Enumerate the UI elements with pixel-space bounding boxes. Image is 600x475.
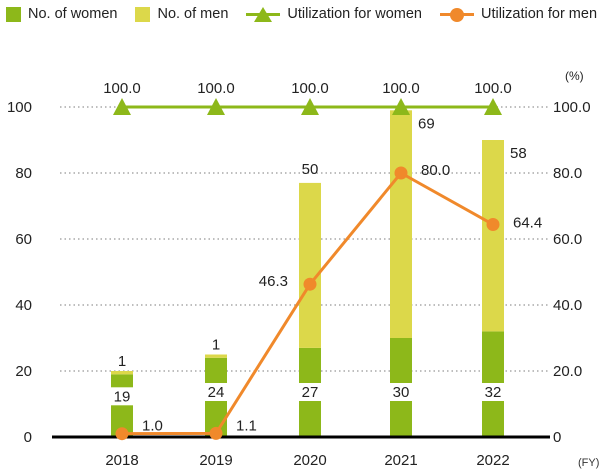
circle-marker [486, 217, 500, 231]
axis-labels: 0 20 40 60 80 100 0 20.0 40.0 60.0 80.0 100.0 (%) 201… [7, 69, 599, 469]
label-box [205, 383, 227, 401]
bar-men [111, 371, 133, 375]
triangle-marker [207, 98, 225, 115]
legend-item-women: No. of women [6, 6, 117, 22]
x-tick-label: 2022 [476, 452, 509, 469]
y-left-tick-label: 100 [7, 99, 32, 116]
y-left-tick-label: 80 [15, 165, 32, 182]
util-men-label: 1.0 [142, 418, 163, 435]
men-value-label: 1 [118, 353, 126, 370]
util-men-label: 46.3 [259, 273, 288, 290]
bar-men [205, 354, 227, 358]
legend-label-util-men: Utilization for men [480, 6, 598, 22]
circle-marker-icon [439, 7, 474, 22]
y-right-tick-label: 20.0 [553, 363, 582, 380]
util-women-label: 100.0 [291, 80, 329, 97]
triangle-marker-icon [246, 6, 281, 22]
data-labels: 19 1 24 1 27 50 30 69 32 58 100.0 100.0 100.0 100.0 10… [103, 80, 542, 435]
label-box [299, 383, 321, 401]
men-value-label: 50 [302, 161, 319, 178]
line-series [113, 98, 502, 441]
y-right-tick-label: 100.0 [553, 99, 591, 116]
label-box [482, 383, 504, 401]
x-unit-label: (FY) [578, 457, 599, 469]
util-men-label: 80.0 [421, 162, 450, 179]
legend-item-men: No. of men [135, 6, 228, 22]
legend-label-women: No. of women [28, 6, 118, 22]
label-box [390, 383, 412, 401]
util-women-label: 100.0 [474, 80, 512, 97]
label-box [111, 387, 133, 406]
x-tick-label: 2018 [105, 452, 138, 469]
legend-item-util-women: Utilization for women [246, 6, 422, 22]
legend-item-util-men: Utilization for men [439, 6, 598, 22]
legend: No. of women No. of men Utilization for … [6, 3, 600, 25]
women-value-label: 32 [485, 384, 502, 401]
legend-label-men: No. of men [157, 6, 229, 22]
circle-marker [394, 166, 408, 180]
circle-marker [115, 427, 129, 441]
bar-men [299, 182, 321, 348]
y-left-tick-label: 60 [15, 231, 32, 248]
bar-men [482, 140, 504, 332]
men-value-label: 69 [418, 115, 435, 132]
util-men-label: 64.4 [513, 214, 542, 231]
circle-marker [209, 426, 223, 440]
women-value-label: 19 [114, 388, 131, 405]
circle-marker [303, 277, 317, 291]
util-women-label: 100.0 [197, 80, 235, 97]
x-tick-label: 2019 [199, 452, 232, 469]
triangle-marker [113, 98, 131, 115]
y-right-tick-label: 0 [553, 429, 561, 446]
men-value-label: 58 [510, 145, 527, 162]
women-value-label: 27 [302, 384, 319, 401]
y-right-tick-label: 60.0 [553, 231, 582, 248]
y-right-tick-label: 80.0 [553, 165, 582, 182]
x-tick-label: 2021 [384, 452, 417, 469]
util-men-label: 1.1 [236, 417, 257, 434]
women-value-label: 24 [208, 384, 225, 401]
bar-men [390, 110, 412, 338]
women-value-label: 30 [393, 384, 410, 401]
y-left-tick-label: 0 [24, 429, 32, 446]
triangle-marker [484, 98, 502, 115]
y-right-tick-label: 40.0 [553, 297, 582, 314]
men-value-label: 1 [212, 337, 220, 354]
util-women-label: 100.0 [382, 80, 420, 97]
triangle-marker [301, 98, 319, 115]
y-right-unit-label: (%) [565, 69, 584, 83]
y-left-tick-label: 20 [15, 363, 32, 380]
triangle-marker [392, 98, 410, 115]
legend-label-util-women: Utilization for women [287, 6, 422, 22]
bars [111, 110, 504, 437]
x-tick-label: 2020 [293, 452, 326, 469]
legend-swatch-women [6, 6, 21, 22]
y-left-tick-label: 40 [15, 297, 32, 314]
legend-swatch-men [135, 6, 151, 22]
util-women-label: 100.0 [103, 80, 141, 97]
